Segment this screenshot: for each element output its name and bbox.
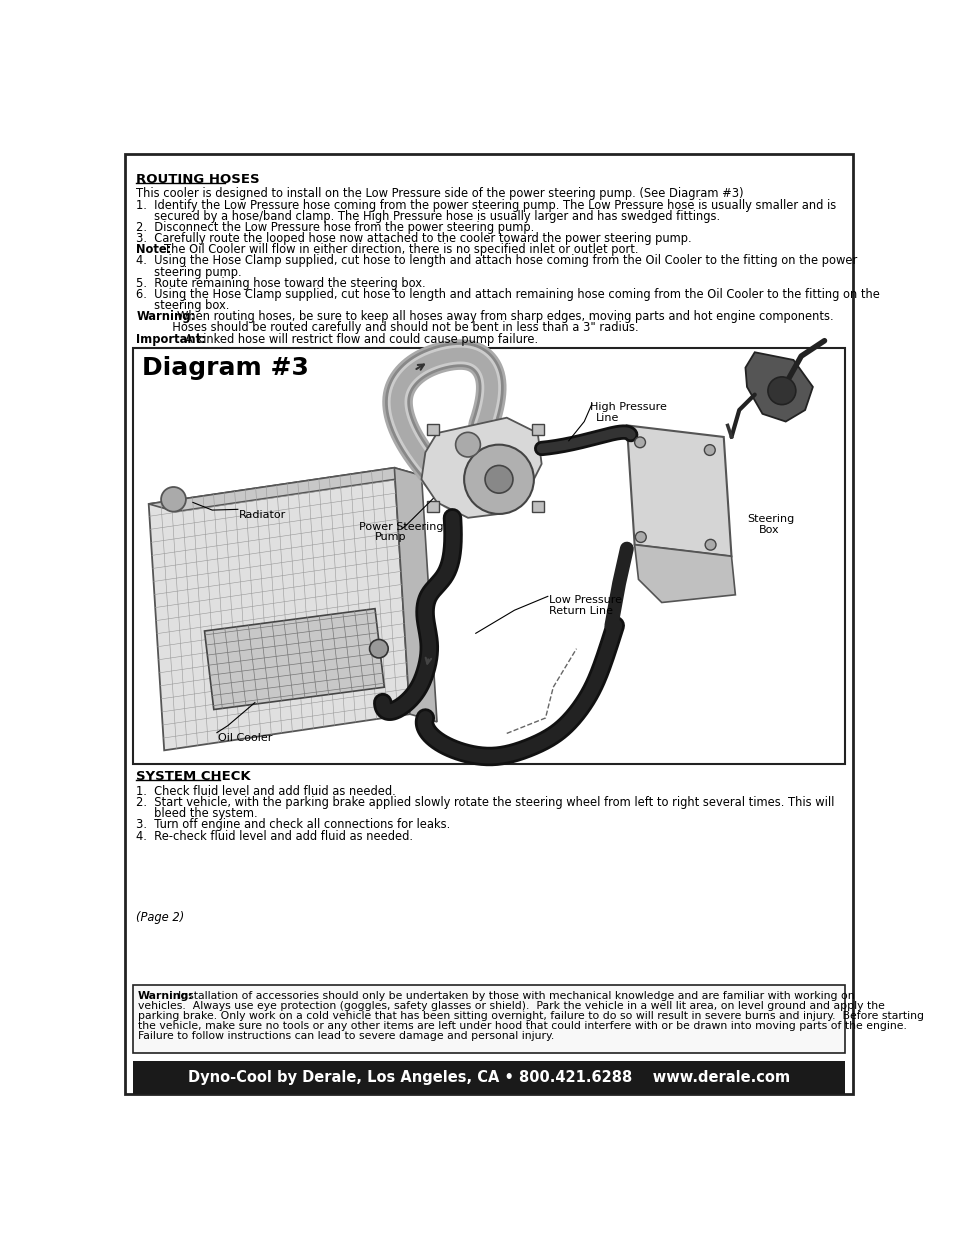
FancyBboxPatch shape xyxy=(427,501,439,511)
Text: 5.  Route remaining hose toward the steering box.: 5. Route remaining hose toward the steer… xyxy=(136,277,425,290)
Circle shape xyxy=(634,437,645,448)
Text: Note:: Note: xyxy=(136,243,172,257)
Text: Return Line: Return Line xyxy=(549,605,613,615)
Text: the vehicle, make sure no tools or any other items are left under hood that coul: the vehicle, make sure no tools or any o… xyxy=(137,1021,905,1031)
Polygon shape xyxy=(744,352,812,421)
Text: 6.  Using the Hose Clamp supplied, cut hose to length and attach remaining hose : 6. Using the Hose Clamp supplied, cut ho… xyxy=(136,288,880,301)
Text: Radiator: Radiator xyxy=(239,510,286,520)
FancyBboxPatch shape xyxy=(125,153,852,1094)
Text: When routing hoses, be sure to keep all hoses away from sharp edges, moving part: When routing hoses, be sure to keep all … xyxy=(176,310,832,324)
Circle shape xyxy=(464,445,534,514)
Text: Warning:: Warning: xyxy=(137,992,193,1002)
Text: 1.  Check fluid level and add fluid as needed.: 1. Check fluid level and add fluid as ne… xyxy=(136,785,395,798)
Circle shape xyxy=(484,466,513,493)
Text: Pump: Pump xyxy=(375,532,406,542)
Text: Steering: Steering xyxy=(746,514,794,524)
Text: Power Steering: Power Steering xyxy=(359,521,443,531)
Text: A kinked hose will restrict flow and could cause pump failure.: A kinked hose will restrict flow and cou… xyxy=(185,332,537,346)
FancyBboxPatch shape xyxy=(133,348,843,764)
FancyBboxPatch shape xyxy=(133,1061,843,1094)
Text: This cooler is designed to install on the Low Pressure side of the power steerin: This cooler is designed to install on th… xyxy=(136,188,743,200)
Text: 2.  Disconnect the Low Pressure hose from the power steering pump.: 2. Disconnect the Low Pressure hose from… xyxy=(136,221,534,233)
Text: 1.  Identify the Low Pressure hose coming from the power steering pump. The Low : 1. Identify the Low Pressure hose coming… xyxy=(136,199,836,211)
Text: Oil Cooler: Oil Cooler xyxy=(218,734,273,743)
Polygon shape xyxy=(394,468,436,721)
Text: Hoses should be routed carefully and should not be bent in less than a 3" radius: Hoses should be routed carefully and sho… xyxy=(136,321,639,335)
Polygon shape xyxy=(149,468,421,511)
Text: Diagram #3: Diagram #3 xyxy=(142,356,309,379)
Polygon shape xyxy=(149,468,410,751)
Text: 4.  Using the Hose Clamp supplied, cut hose to length and attach hose coming fro: 4. Using the Hose Clamp supplied, cut ho… xyxy=(136,254,857,268)
Text: High Pressure: High Pressure xyxy=(590,403,667,412)
Text: Box: Box xyxy=(758,525,779,535)
Text: bleed the system.: bleed the system. xyxy=(136,808,257,820)
Text: 4.  Re-check fluid level and add fluid as needed.: 4. Re-check fluid level and add fluid as… xyxy=(136,830,413,842)
Polygon shape xyxy=(634,545,735,603)
Text: Important:: Important: xyxy=(136,332,206,346)
FancyBboxPatch shape xyxy=(133,986,843,1053)
Text: Installation of accessories should only be undertaken by those with mechanical k: Installation of accessories should only … xyxy=(178,992,854,1002)
Circle shape xyxy=(703,445,715,456)
Text: Low Pressure: Low Pressure xyxy=(549,595,621,605)
Polygon shape xyxy=(626,425,731,556)
Text: 3.  Carefully route the looped hose now attached to the cooler toward the power : 3. Carefully route the looped hose now a… xyxy=(136,232,691,245)
Text: Dyno-Cool by Derale, Los Angeles, CA • 800.421.6288    www.derale.com: Dyno-Cool by Derale, Los Angeles, CA • 8… xyxy=(188,1070,789,1084)
Text: (Page 2): (Page 2) xyxy=(136,910,184,924)
Circle shape xyxy=(161,487,186,511)
Circle shape xyxy=(369,640,388,658)
Polygon shape xyxy=(204,609,384,710)
FancyBboxPatch shape xyxy=(531,424,543,435)
Circle shape xyxy=(635,531,645,542)
Text: SYSTEM CHECK: SYSTEM CHECK xyxy=(136,771,251,783)
Text: Line: Line xyxy=(596,412,618,424)
Circle shape xyxy=(456,432,480,457)
FancyBboxPatch shape xyxy=(427,424,439,435)
Text: The Oil Cooler will flow in either direction, there is no specified inlet or out: The Oil Cooler will flow in either direc… xyxy=(164,243,638,257)
Circle shape xyxy=(704,540,716,550)
Polygon shape xyxy=(421,417,541,517)
FancyBboxPatch shape xyxy=(531,501,543,511)
Text: vehicles.  Always use eye protection (goggles, safety glasses or shield).  Park : vehicles. Always use eye protection (gog… xyxy=(137,1002,883,1011)
Text: steering box.: steering box. xyxy=(136,299,230,312)
Text: 2.  Start vehicle, with the parking brake applied slowly rotate the steering whe: 2. Start vehicle, with the parking brake… xyxy=(136,797,834,809)
Text: Warning:: Warning: xyxy=(136,310,195,324)
Circle shape xyxy=(767,377,795,405)
Text: Failure to follow instructions can lead to severe damage and personal injury.: Failure to follow instructions can lead … xyxy=(137,1031,554,1041)
Text: ROUTING HOSES: ROUTING HOSES xyxy=(136,173,259,185)
Text: parking brake. Only work on a cold vehicle that has been sitting overnight, fail: parking brake. Only work on a cold vehic… xyxy=(137,1011,923,1021)
Text: secured by a hose/band clamp. The High Pressure hose is usually larger and has s: secured by a hose/band clamp. The High P… xyxy=(136,210,720,222)
Text: 3.  Turn off engine and check all connections for leaks.: 3. Turn off engine and check all connect… xyxy=(136,819,450,831)
Text: steering pump.: steering pump. xyxy=(136,266,242,279)
